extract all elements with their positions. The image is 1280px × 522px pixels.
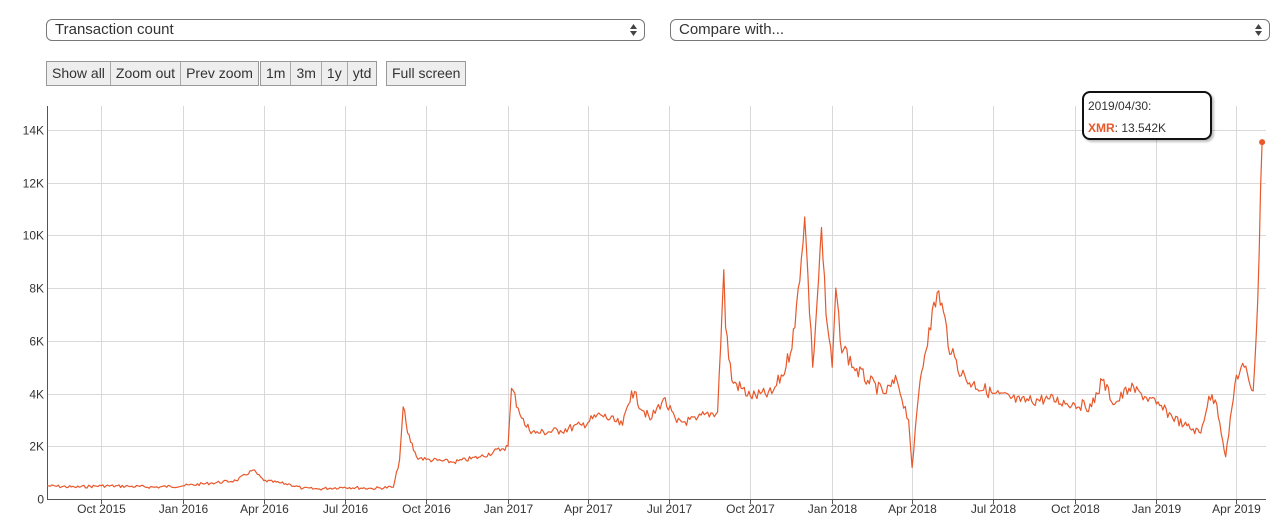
y-tick-label: 12K [23,177,44,191]
tooltip-date: 2019/04/30: [1088,99,1152,113]
tooltip-series-name: XMR [1088,121,1115,135]
x-tick-label: Oct 2016 [402,502,451,516]
compare-select[interactable]: Compare with... [670,19,1270,41]
y-tick-label: 6K [29,335,44,349]
hover-point-marker [1259,139,1266,146]
x-tick-label: Apr 2018 [888,502,937,516]
x-gridlines [101,106,1237,504]
show-all-button[interactable]: Show all [47,62,110,85]
metric-select[interactable]: Transaction count [46,19,645,41]
x-tick-label: Oct 2017 [726,502,775,516]
hover-tooltip: 2019/04/30: XMR: 13.542K [1082,91,1212,140]
x-tick-label: Apr 2016 [240,502,289,516]
range-ytd-button[interactable]: ytd [346,62,377,85]
select-arrows-icon [630,24,637,36]
range-1y-button[interactable]: 1y [320,62,347,85]
y-tick-label: 2K [29,440,44,454]
y-gridlines [47,130,1266,447]
y-tick-label: 4K [29,388,44,402]
x-tick-label: Jul 2018 [971,502,1017,516]
fullscreen-button-group: Full screen [386,61,467,86]
x-tick-label: Jan 2018 [808,502,858,516]
x-tick-label: Oct 2018 [1051,502,1100,516]
full-screen-button[interactable]: Full screen [387,62,466,85]
x-tick-label: Oct 2015 [77,502,126,516]
range-3m-button[interactable]: 3m [290,62,321,85]
compare-select-value: Compare with... [679,21,785,38]
tooltip-separator: : [1114,121,1122,135]
x-tick-label: Jul 2017 [647,502,693,516]
y-tick-label: 0 [37,493,44,507]
x-tick-label: Jan 2016 [159,502,209,516]
zoom-button-group: Show all Zoom out Prev zoom [46,61,259,86]
zoom-out-button[interactable]: Zoom out [109,62,181,85]
x-tick-label: Jan 2017 [484,502,534,516]
y-tick-labels: 0 2K 4K 6K 8K 10K 12K 14K [23,124,45,507]
metric-select-value: Transaction count [55,21,174,38]
range-1m-button[interactable]: 1m [261,62,291,85]
tooltip-value: 13.542K [1121,121,1167,135]
x-tick-label: Apr 2017 [564,502,613,516]
prev-zoom-button[interactable]: Prev zoom [180,62,258,85]
series-line-xmr [46,142,1263,491]
y-tick-label: 14K [23,124,44,138]
x-tick-label: Jul 2016 [323,502,369,516]
x-tick-label: Apr 2019 [1212,502,1261,516]
y-tick-label: 8K [29,282,44,296]
y-tick-label: 10K [23,229,44,243]
x-tick-labels: Oct 2015 Jan 2016 Apr 2016 Jul 2016 Oct 2016… [77,502,1261,516]
range-button-group: 1m 3m 1y ytd [260,61,378,86]
series-layer [46,139,1266,491]
select-arrows-icon [1255,24,1262,36]
x-tick-label: Jan 2019 [1132,502,1182,516]
